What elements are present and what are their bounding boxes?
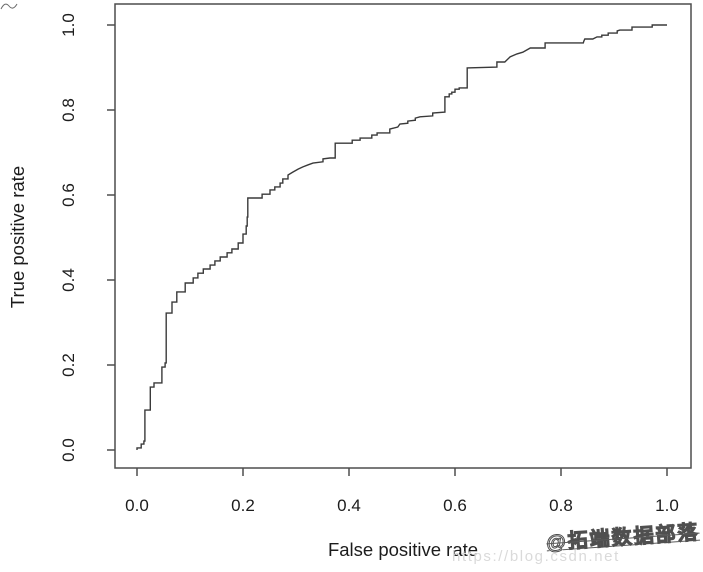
x-tick-label: 0.8: [549, 496, 573, 515]
y-axis-title: True positive rate: [7, 166, 28, 308]
scribble-icon: [0, 3, 18, 10]
y-axis-ticks: 0.0 0.2 0.4 0.6 0.8 1.0: [59, 13, 115, 462]
x-tick-label: 0.2: [231, 496, 255, 515]
x-tick-label: 0.4: [337, 496, 361, 515]
y-tick-label: 0.2: [59, 353, 78, 377]
x-tick-label: 1.0: [655, 496, 679, 515]
url-watermark: https://blog.csdn.net: [452, 548, 620, 565]
x-tick-label: 0.6: [443, 496, 467, 515]
x-tick-label: 0.0: [125, 496, 149, 515]
roc-curve-line: [136, 24, 667, 450]
y-tick-label: 0.8: [59, 98, 78, 122]
y-tick-label: 0.6: [59, 183, 78, 207]
y-tick-label: 0.4: [59, 268, 78, 292]
x-axis-title: False positive rate: [328, 539, 478, 560]
y-tick-label: 0.0: [59, 438, 78, 462]
plot-border: [114, 3, 692, 469]
x-axis-ticks: 0.0 0.2 0.4 0.6 0.8 1.0: [125, 468, 679, 515]
y-tick-label: 1.0: [59, 13, 78, 37]
